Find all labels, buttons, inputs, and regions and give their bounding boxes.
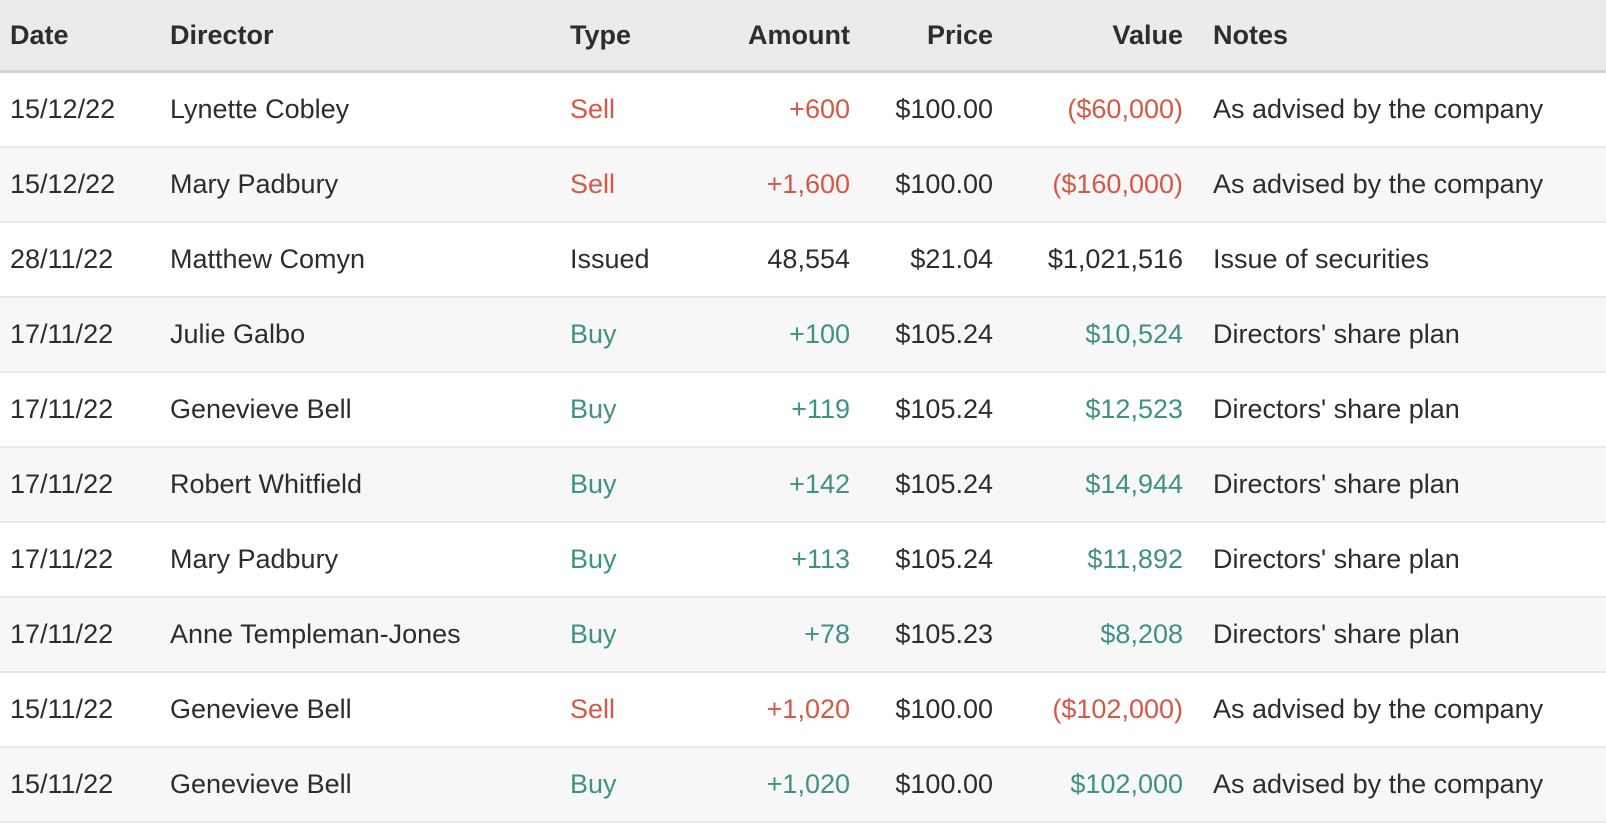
cell-value: $1,021,516 bbox=[993, 223, 1183, 298]
cell-director: Mary Padbury bbox=[162, 148, 570, 223]
cell-value: ($60,000) bbox=[993, 73, 1183, 148]
cell-date: 17/11/22 bbox=[0, 373, 162, 448]
column-header-director: Director bbox=[162, 0, 570, 73]
cell-director: Genevieve Bell bbox=[162, 673, 570, 748]
cell-value: $102,000 bbox=[993, 748, 1183, 823]
cell-notes: Directors' share plan bbox=[1183, 298, 1606, 373]
cell-director: Genevieve Bell bbox=[162, 748, 570, 823]
cell-director: Genevieve Bell bbox=[162, 373, 570, 448]
cell-amount: +600 bbox=[692, 73, 850, 148]
column-header-value: Value bbox=[993, 0, 1183, 73]
cell-date: 17/11/22 bbox=[0, 448, 162, 523]
table-row: 17/11/22 Robert Whitfield Buy +142 $105.24 $1… bbox=[0, 448, 1606, 523]
cell-price: $100.00 bbox=[850, 148, 993, 223]
table-row: 17/11/22 Mary Padbury Buy +113 $105.24 $11,89… bbox=[0, 523, 1606, 598]
table-row: 17/11/22 Julie Galbo Buy +100 $105.24 $10,524… bbox=[0, 298, 1606, 373]
cell-notes: Directors' share plan bbox=[1183, 373, 1606, 448]
cell-price: $105.24 bbox=[850, 523, 993, 598]
cell-director: Julie Galbo bbox=[162, 298, 570, 373]
column-header-date: Date bbox=[0, 0, 162, 73]
cell-notes: As advised by the company bbox=[1183, 748, 1606, 823]
table-row: 17/11/22 Anne Templeman-Jones Buy +78 $105.2… bbox=[0, 598, 1606, 673]
table-header-row: Date Director Type Amount Price Value No… bbox=[0, 0, 1606, 73]
cell-price: $21.04 bbox=[850, 223, 993, 298]
cell-type: Buy bbox=[570, 373, 692, 448]
cell-price: $100.00 bbox=[850, 748, 993, 823]
cell-type: Buy bbox=[570, 598, 692, 673]
cell-price: $105.24 bbox=[850, 448, 993, 523]
cell-type: Sell bbox=[570, 73, 692, 148]
cell-notes: Issue of securities bbox=[1183, 223, 1606, 298]
cell-date: 28/11/22 bbox=[0, 223, 162, 298]
cell-value: $8,208 bbox=[993, 598, 1183, 673]
cell-price: $100.00 bbox=[850, 73, 993, 148]
cell-value: $12,523 bbox=[993, 373, 1183, 448]
cell-type: Buy bbox=[570, 448, 692, 523]
cell-date: 15/12/22 bbox=[0, 73, 162, 148]
cell-value: $11,892 bbox=[993, 523, 1183, 598]
cell-date: 17/11/22 bbox=[0, 598, 162, 673]
cell-notes: Directors' share plan bbox=[1183, 448, 1606, 523]
cell-director: Matthew Comyn bbox=[162, 223, 570, 298]
table-row: 15/11/22 Genevieve Bell Sell +1,020 $100.00(… bbox=[0, 673, 1606, 748]
cell-amount: +1,600 bbox=[692, 148, 850, 223]
cell-amount: 48,554 bbox=[692, 223, 850, 298]
column-header-type: Type bbox=[570, 0, 692, 73]
table-row: 17/11/22 Genevieve Bell Buy +119 $105.24 $12,… bbox=[0, 373, 1606, 448]
cell-type: Issued bbox=[570, 223, 692, 298]
cell-price: $105.24 bbox=[850, 373, 993, 448]
cell-notes: As advised by the company bbox=[1183, 148, 1606, 223]
cell-notes: Directors' share plan bbox=[1183, 598, 1606, 673]
cell-date: 17/11/22 bbox=[0, 298, 162, 373]
cell-director: Mary Padbury bbox=[162, 523, 570, 598]
column-header-amount: Amount bbox=[692, 0, 850, 73]
cell-amount: +119 bbox=[692, 373, 850, 448]
cell-notes: As advised by the company bbox=[1183, 73, 1606, 148]
cell-amount: +100 bbox=[692, 298, 850, 373]
column-header-price: Price bbox=[850, 0, 993, 73]
cell-value: $14,944 bbox=[993, 448, 1183, 523]
cell-price: $105.23 bbox=[850, 598, 993, 673]
cell-director: Anne Templeman-Jones bbox=[162, 598, 570, 673]
cell-director: Lynette Cobley bbox=[162, 73, 570, 148]
cell-price: $105.24 bbox=[850, 298, 993, 373]
cell-value: $10,524 bbox=[993, 298, 1183, 373]
cell-amount: +1,020 bbox=[692, 673, 850, 748]
table-row: 15/12/22 Mary Padbury Sell +1,600 $100.00 ($1… bbox=[0, 148, 1606, 223]
cell-price: $100.00 bbox=[850, 673, 993, 748]
table-row: 15/11/22 Genevieve Bell Buy +1,020 $100.00 $1… bbox=[0, 748, 1606, 823]
cell-value: ($102,000) bbox=[993, 673, 1183, 748]
table-row: 15/12/22 Lynette Cobley Sell +600 $100.00 ($6… bbox=[0, 73, 1606, 148]
cell-value: ($160,000) bbox=[993, 148, 1183, 223]
cell-notes: As advised by the company bbox=[1183, 673, 1606, 748]
cell-type: Sell bbox=[570, 148, 692, 223]
cell-date: 15/11/22 bbox=[0, 673, 162, 748]
cell-amount: +142 bbox=[692, 448, 850, 523]
cell-date: 15/12/22 bbox=[0, 148, 162, 223]
cell-director: Robert Whitfield bbox=[162, 448, 570, 523]
cell-type: Buy bbox=[570, 523, 692, 598]
table-row: 28/11/22 Matthew Comyn Issued 48,554 $21.04 $… bbox=[0, 223, 1606, 298]
cell-type: Buy bbox=[570, 748, 692, 823]
cell-date: 17/11/22 bbox=[0, 523, 162, 598]
cell-amount: +1,020 bbox=[692, 748, 850, 823]
cell-date: 15/11/22 bbox=[0, 748, 162, 823]
cell-amount: +78 bbox=[692, 598, 850, 673]
cell-type: Sell bbox=[570, 673, 692, 748]
cell-notes: Directors' share plan bbox=[1183, 523, 1606, 598]
cell-type: Buy bbox=[570, 298, 692, 373]
cell-amount: +113 bbox=[692, 523, 850, 598]
column-header-notes: Notes bbox=[1183, 0, 1606, 73]
